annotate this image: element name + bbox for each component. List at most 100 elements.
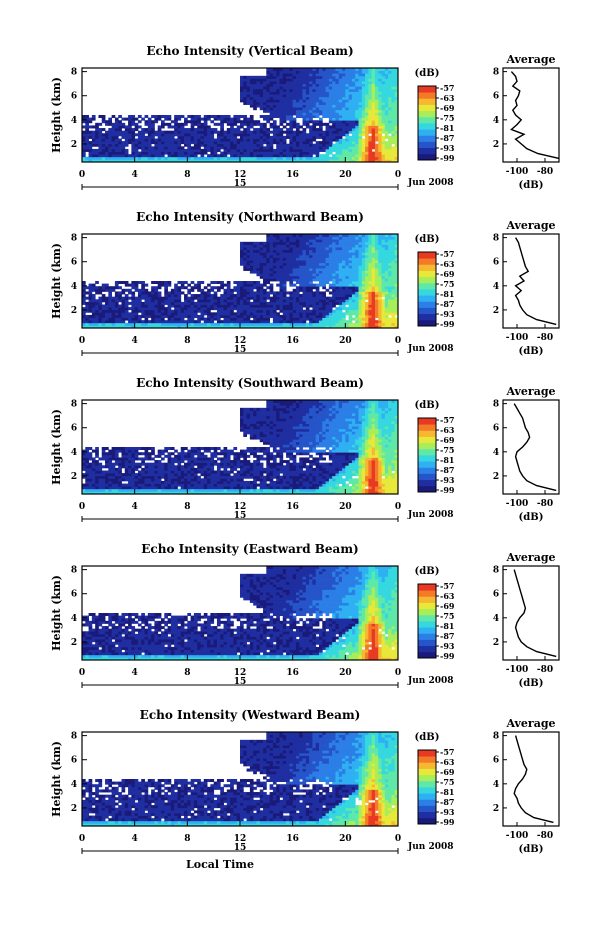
heatmap-cell: [266, 154, 271, 158]
colorbar-swatch: [418, 116, 436, 124]
heatmap-cell: [315, 99, 320, 103]
heatmap-cell: [88, 307, 93, 311]
heatmap-cell: [368, 260, 373, 264]
heatmap-cell: [253, 104, 257, 108]
heatmap-cell: [365, 99, 369, 103]
heatmap-cell: [345, 239, 350, 243]
heatmap-cell: [128, 288, 132, 292]
heatmap-cell: [256, 148, 261, 152]
heatmap-cell: [391, 104, 396, 108]
heatmap-cell: [253, 241, 257, 245]
heatmap-cell: [338, 265, 343, 269]
heatmap-cell: [295, 275, 300, 279]
colorbar-swatch: [418, 270, 436, 278]
heatmap-cell: [151, 141, 155, 145]
heatmap-cell: [279, 236, 284, 240]
heatmap-cell: [85, 286, 89, 290]
heatmap-cell: [374, 304, 379, 308]
heatmap-cell: [384, 254, 389, 258]
heatmap-cell: [338, 304, 343, 308]
heatmap-cell: [184, 138, 188, 142]
heatmap-cell: [190, 309, 195, 313]
heatmap-cell: [243, 156, 247, 160]
heatmap-cell: [309, 91, 313, 95]
heatmap-cell: [378, 83, 382, 87]
heatmap-cell: [85, 122, 89, 126]
heatmap-cell: [223, 115, 228, 119]
heatmap-cell: [91, 299, 96, 303]
heatmap-cell: [91, 151, 96, 155]
heatmap-cell: [216, 317, 221, 321]
heatmap-cell: [233, 325, 238, 329]
heatmap-cell: [272, 112, 277, 116]
heatmap-cell: [236, 281, 241, 285]
heatmap-cell: [246, 88, 251, 92]
heatmap-cell: [95, 125, 99, 129]
heatmap-cell: [312, 247, 317, 251]
heatmap-cell: [105, 491, 109, 495]
heatmap-cell: [91, 457, 96, 461]
heatmap-cell: [85, 460, 89, 464]
heatmap-cell: [361, 151, 366, 155]
heatmap-cell: [322, 294, 326, 298]
heatmap-cell: [391, 236, 396, 240]
heatmap-cell: [114, 120, 119, 124]
heatmap-cells: [82, 68, 399, 163]
heatmap-cell: [388, 107, 392, 111]
heatmap-cell: [302, 286, 307, 290]
heatmap-cell: [309, 304, 313, 308]
heatmap-cell: [253, 120, 257, 124]
heatmap-cell: [216, 322, 221, 326]
heatmap-cell: [95, 299, 99, 303]
heatmap-cell: [187, 128, 192, 132]
heatmap-cell: [240, 299, 244, 303]
heatmap-cell: [299, 146, 303, 150]
heatmap-cell: [243, 143, 247, 147]
heatmap-cell: [226, 296, 231, 300]
heatmap-cell: [279, 86, 284, 90]
heatmap-cell: [365, 70, 369, 74]
heatmap-cell: [223, 322, 228, 326]
heatmap-cell: [108, 120, 113, 124]
heatmap-cell: [226, 115, 231, 119]
heatmap-cell: [111, 130, 116, 134]
heatmap-cell: [286, 148, 290, 152]
heatmap-cell: [394, 241, 399, 245]
heatmap-cell: [365, 143, 369, 147]
heatmap-cell: [368, 154, 373, 158]
x-tick-label: 20: [339, 336, 352, 346]
heatmap-cell: [289, 254, 294, 258]
heatmap-cell: [289, 291, 294, 295]
heatmap-cell: [263, 138, 267, 142]
heatmap-cell: [101, 146, 106, 150]
heatmap-cell: [322, 236, 326, 240]
heatmap-cell: [391, 154, 396, 158]
heatmap-cell: [319, 262, 323, 266]
heatmap-cell: [240, 120, 244, 124]
heatmap-cell: [233, 146, 238, 150]
heatmap-cell: [299, 154, 303, 158]
heatmap-cell: [256, 120, 261, 124]
heatmap-cell: [101, 120, 106, 124]
heatmap-cell: [216, 281, 221, 285]
heatmap-cell: [101, 480, 106, 484]
heatmap-cell: [295, 128, 300, 132]
heatmap-cell: [101, 115, 106, 119]
heatmap-cell: [167, 312, 172, 316]
heatmap-cell: [309, 148, 313, 152]
heatmap-cell: [358, 239, 363, 243]
heatmap-cell: [263, 320, 267, 324]
heatmap-cell: [299, 141, 303, 145]
heatmap-cell: [299, 307, 303, 311]
heatmap-cell: [338, 81, 343, 85]
heatmap-cell: [319, 133, 323, 137]
heatmap-cell: [335, 307, 340, 311]
heatmap-cell: [325, 265, 330, 269]
heatmap-cell: [282, 236, 287, 240]
heatmap-cell: [358, 273, 363, 277]
heatmap-cell: [226, 291, 231, 295]
heatmap-cell: [108, 117, 113, 121]
heatmap-cell: [180, 146, 185, 150]
heatmap-cell: [365, 159, 369, 163]
heatmap-cell: [134, 151, 139, 155]
